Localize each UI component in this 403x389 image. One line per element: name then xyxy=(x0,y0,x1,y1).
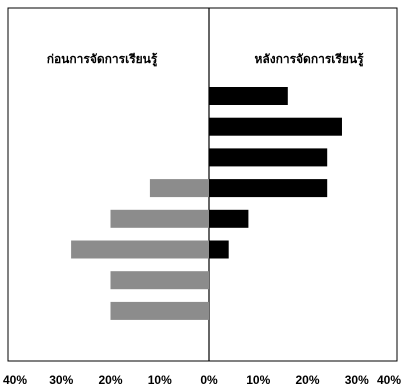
bar-right-0 xyxy=(209,87,288,105)
x-tick-label-3: 10% xyxy=(148,373,172,387)
x-tick-label-7: 30% xyxy=(345,373,369,387)
x-tick-label-5: 10% xyxy=(246,373,270,387)
bars-layer xyxy=(71,87,342,320)
bar-right-2 xyxy=(209,148,328,167)
bar-left-3 xyxy=(149,179,209,198)
bar-left-5 xyxy=(71,240,209,259)
x-tick-label-6: 20% xyxy=(295,373,319,387)
x-tick-label-2: 20% xyxy=(98,373,122,387)
bar-left-6 xyxy=(110,271,209,290)
x-tick-label-4: 0% xyxy=(200,373,218,387)
bar-left-7 xyxy=(110,301,209,320)
x-tick-labels: 40% 30% 20% 10% 0% 10% 20% 30% 40% xyxy=(3,373,401,387)
bar-right-5 xyxy=(209,240,229,259)
bar-right-3 xyxy=(209,179,328,198)
bar-right-4 xyxy=(209,209,249,228)
left-group-label: ก่อนการจัดการเรียนรู้ xyxy=(47,52,158,67)
x-tick-label-0: 40% xyxy=(3,373,27,387)
bar-left-4 xyxy=(110,209,209,228)
x-tick-label-8: 40% xyxy=(377,373,401,387)
bar-right-1 xyxy=(209,117,342,136)
x-tick-label-1: 30% xyxy=(49,373,73,387)
right-group-label: หลังการจัดการเรียนรู้ xyxy=(254,52,364,67)
